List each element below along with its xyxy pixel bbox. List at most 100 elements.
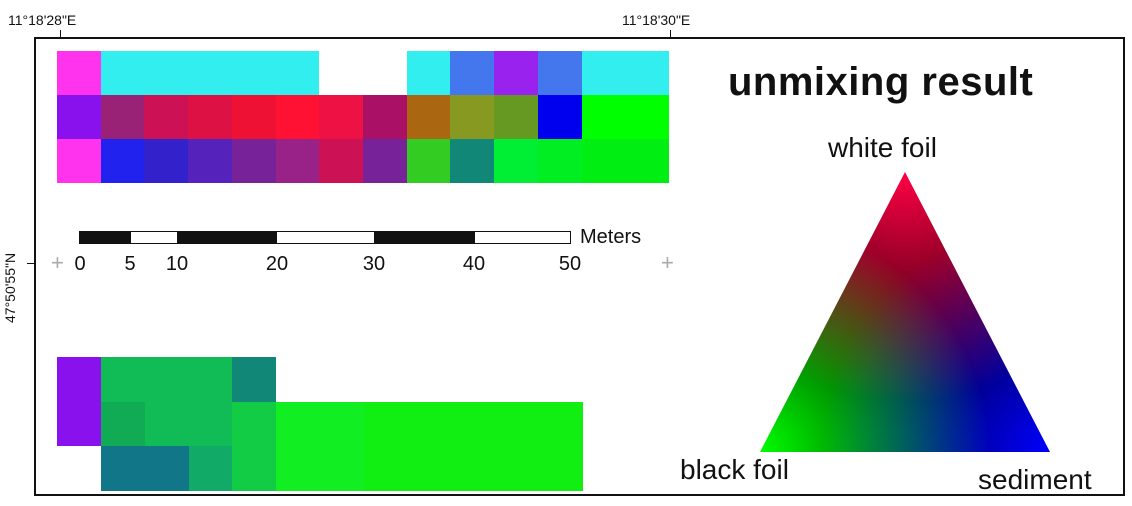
raster-cell [408,446,452,491]
graticule-cross-left: + [51,250,64,275]
raster-cell [144,51,188,95]
legend-label-white-foil: white foil [828,132,937,163]
graticule-cross-right: + [661,250,674,275]
raster-cell [145,402,189,446]
scale-tick-label: 20 [265,253,289,275]
raster-cell [539,446,583,491]
raster-cell [450,139,494,183]
raster-cell [494,51,538,95]
scale-segment [277,232,374,243]
longitude-label-left: 11°18'28"E [8,12,77,28]
raster-cell [232,51,276,95]
raster-cell [494,139,538,183]
raster-cell [232,139,276,183]
legend-label-sediment: sediment [978,464,1092,495]
scale-tick-label: 0 [74,253,86,275]
raster-cell [189,446,232,491]
raster-cell [144,139,188,183]
raster-cell [582,139,625,183]
scale-segment [374,232,475,243]
graticule-tick-lat [27,263,35,264]
raster-cell [232,446,276,491]
raster-cell [582,95,625,139]
scale-bar [79,231,571,244]
raster-cell [538,139,582,183]
raster-cell [363,95,407,139]
raster-cell [144,95,188,139]
raster-cell [538,51,582,95]
raster-cell [450,95,494,139]
raster-cell [452,402,495,446]
raster-cell [57,402,101,446]
raster-cell [189,402,232,446]
raster-cell [101,51,144,95]
latitude-label: 47°50'55"N [2,252,18,323]
raster-cell [364,402,408,446]
scale-tick-label: 40 [462,253,486,275]
raster-bottom [57,357,583,491]
scale-tick-label: 10 [165,253,189,275]
raster-cell [57,357,101,402]
raster-cell [232,95,276,139]
raster-cell [57,51,101,95]
raster-cell [538,95,582,139]
raster-cell [319,95,363,139]
raster-cell [57,139,101,183]
legend-label-black-foil: black foil [680,454,789,485]
raster-cell [232,402,276,446]
raster-cell [188,139,232,183]
scale-tick-label: 50 [558,253,582,275]
graticule-tick-lon-left [60,30,61,38]
raster-cell [582,51,625,95]
legend-title: unmixing result [728,60,1034,104]
raster-cell [319,139,363,183]
raster-cell [407,95,450,139]
scale-segment [177,232,277,243]
raster-cell [189,357,232,402]
raster-cell [539,402,583,446]
longitude-label-right: 11°18'30"E [622,12,691,28]
raster-cell [276,51,319,95]
scale-tick-label: 30 [362,253,386,275]
raster-cell [407,139,450,183]
scale-unit-label: Meters [580,226,642,248]
raster-cell [495,446,539,491]
raster-cell [57,95,101,139]
raster-cell [276,95,319,139]
raster-cell [276,402,320,446]
scale-segment [475,232,570,243]
raster-cell [188,51,232,95]
raster-cell [320,446,364,491]
raster-cell [101,139,144,183]
scale-tick-label: 5 [124,253,136,275]
raster-cell [101,446,145,491]
raster-cell [625,139,669,183]
raster-cell [450,51,494,95]
scale-segment [80,232,131,243]
raster-cell [625,95,669,139]
raster-cell [101,402,145,446]
raster-cell [364,446,408,491]
raster-cell [494,95,538,139]
raster-cell [407,51,450,95]
raster-cell [625,51,669,95]
raster-cell [363,139,407,183]
raster-cell [232,357,276,402]
raster-cell [188,95,232,139]
raster-cell [408,402,452,446]
raster-cell [145,357,189,402]
graticule-tick-lon-right [670,30,671,38]
raster-cell [101,95,144,139]
raster-cell [276,446,320,491]
raster-cell [101,357,145,402]
raster-cell [276,139,319,183]
raster-cell [320,402,364,446]
raster-cell [145,446,189,491]
raster-top [57,51,669,183]
scale-segment [131,232,177,243]
raster-cell [452,446,495,491]
raster-cell [495,402,539,446]
ternary-color-triangle [760,172,1050,452]
map-frame [34,37,1125,496]
